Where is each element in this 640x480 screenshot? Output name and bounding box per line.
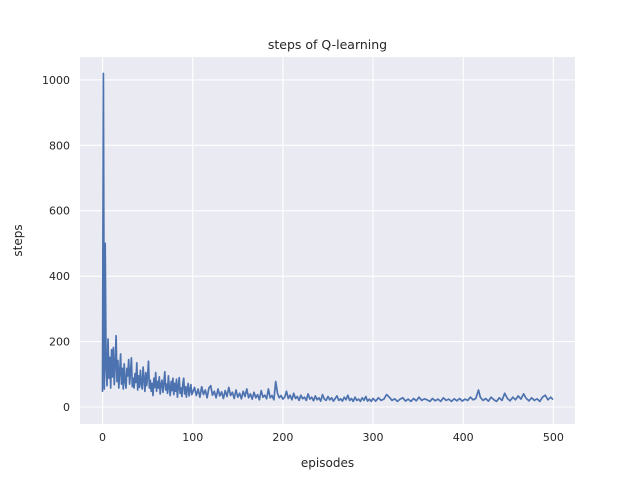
y-tick-label: 600 [49, 205, 70, 218]
x-axis-label: episodes [301, 456, 354, 470]
x-tick-label: 500 [543, 431, 564, 444]
x-tick-label: 200 [272, 431, 293, 444]
gridlines [80, 57, 575, 424]
chart-title: steps of Q-learning [268, 37, 387, 52]
plot-area [80, 57, 575, 424]
y-tick-label: 1000 [42, 74, 70, 87]
y-axis-label: steps [11, 224, 25, 256]
y-tick-label: 0 [63, 401, 70, 414]
x-tick-labels: 0 100 200 300 400 500 [99, 431, 564, 444]
y-tick-label: 200 [49, 336, 70, 349]
y-tick-label: 400 [49, 270, 70, 283]
x-tick-label: 400 [453, 431, 474, 444]
x-tick-label: 100 [182, 431, 203, 444]
y-tick-labels: 0 200 400 600 800 1000 [42, 74, 70, 414]
data-line-series [101, 72, 554, 403]
x-tick-label: 300 [363, 431, 384, 444]
y-tick-label: 800 [49, 139, 70, 152]
x-tick-label: 0 [99, 431, 106, 444]
